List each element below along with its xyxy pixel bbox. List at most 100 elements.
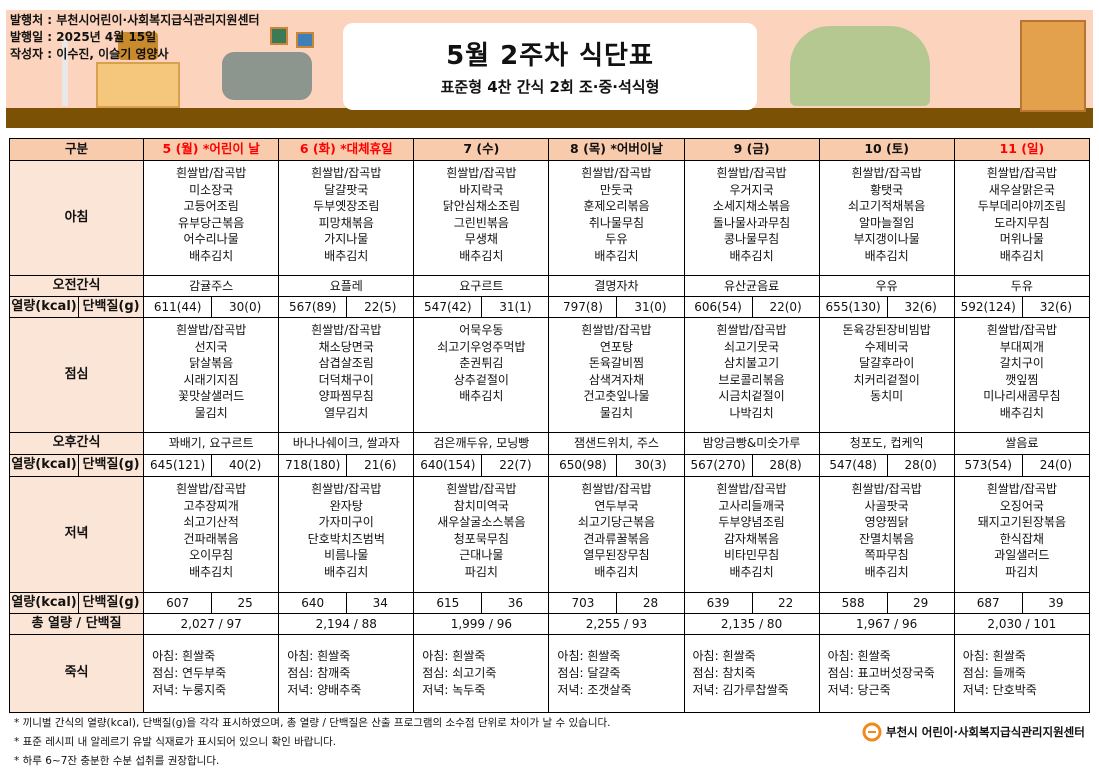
- pm_snack-cell: 바나나쉐이크, 쌀과자: [278, 432, 415, 455]
- row-label-dinner: 저녁: [8, 476, 145, 593]
- menu-item: 배추김치: [189, 248, 234, 263]
- notes: * 끼니별 간식의 열량(kcal), 단백질(g)을 각각 표시하였으며, 총…: [14, 714, 610, 771]
- pm_snack-cell: 잼샌드위치, 주스: [548, 432, 685, 455]
- table-row: 오후간식 꽈배기, 요구르트 바나나쉐이크, 쌀과자 검은깨두유, 모닝빵 잼샌드위치,…: [8, 432, 1091, 455]
- menu-item: 단호박치즈범벅: [307, 531, 385, 546]
- menu-item: 깻잎찜: [1005, 372, 1039, 387]
- dinner-menu: 흰쌀밥/잡곡밥 사골팟국 영양찜닭 잔멸치볶음 쪽파무침 배추김치: [818, 476, 955, 593]
- sofa-icon: [222, 52, 312, 100]
- menu-item: 취나물무침: [588, 215, 645, 230]
- protein-value: 22(5): [346, 296, 415, 318]
- menu-item: 흰쌀밥/잡곡밥: [986, 166, 1057, 180]
- menu-item: 황탯국: [870, 182, 904, 197]
- menu-item: 두유: [605, 232, 628, 246]
- menu-item: 흰쌀밥/잡곡밥: [716, 482, 787, 496]
- picture-frame-icon: [270, 27, 288, 45]
- menu-item: 흰쌀밥/잡곡밥: [311, 166, 382, 180]
- menu-item: 미소장국: [189, 182, 234, 197]
- menu-item: 갈치구이: [999, 356, 1044, 370]
- totals-cell: 2,027 / 97: [143, 613, 280, 635]
- menu-item: 흰쌀밥/잡곡밥: [311, 482, 382, 496]
- menu-item: 배추김치: [324, 564, 369, 579]
- protein-label: 단백질(g): [78, 296, 145, 318]
- dinner-menu: 흰쌀밥/잡곡밥 오징어국 돼지고기된장볶음 한식잡채 과일샐러드 파김치: [953, 476, 1091, 593]
- breakfast-menu: 흰쌀밥/잡곡밥 만둣국 훈제오리볶음 취나물무침 두유 배추김치: [548, 160, 685, 276]
- page-subtitle: 표준형 4찬 간식 2회 조·중·석식형: [440, 78, 660, 96]
- menu-item: 피망채볶음: [318, 215, 374, 230]
- menu-item: 삼색겨자채: [588, 372, 645, 387]
- pm_snack-cell: 쌀음료: [953, 432, 1091, 455]
- kcal-value: 606(54): [683, 296, 753, 318]
- menu-item: 가자미구이: [318, 515, 374, 529]
- cabinet-icon: [96, 62, 180, 108]
- pm_snack-cell: 밤앙금빵&미숫가루: [683, 432, 820, 455]
- menu-item: 흰쌀밥/잡곡밥: [176, 482, 247, 496]
- menu-item: 쇠고기적채볶음: [848, 199, 926, 213]
- menu-item: 알마늘절임: [859, 215, 915, 230]
- porridge-item: 아침: 흰쌀죽: [557, 649, 621, 663]
- menu-item: 견과류꿀볶음: [583, 531, 650, 546]
- protein-value: 28(0): [886, 454, 955, 477]
- am_snack-cell: 요구르트: [413, 275, 550, 297]
- menu-item: 사골팟국: [864, 498, 909, 513]
- menu-item: 무생채: [464, 232, 498, 246]
- porridge-item: 점심: 참깨죽: [287, 666, 351, 680]
- day-header: 7 (수): [413, 138, 550, 161]
- table-row: 열량(kcal) 단백질(g) 611(44) 30(0) 567(89) 22(5) 54…: [8, 296, 1091, 318]
- am_snack-cell: 유산균음료: [683, 275, 820, 297]
- menu-item: 비타민무침: [723, 548, 780, 562]
- menu-item: 파김치: [464, 564, 498, 579]
- protein-value: 21(6): [346, 454, 415, 477]
- menu-item: 돌나물사과무침: [712, 215, 791, 230]
- porridge-item: 점심: 쇠고기죽: [422, 666, 497, 680]
- day-header: 8 (목) *어버이날: [548, 138, 685, 161]
- menu-item: 상추겉절이: [453, 372, 509, 387]
- menu-item: 흰쌀밥/잡곡밥: [176, 323, 247, 337]
- menu-item: 흰쌀밥/잡곡밥: [446, 166, 517, 180]
- menu-item: 감자채볶음: [723, 531, 780, 546]
- menu-item: 건고춧잎나물: [583, 389, 650, 403]
- breakfast-menu: 흰쌀밥/잡곡밥 우거지국 소세지채소볶음 돌나물사과무침 콩나물무침 배추김치: [683, 160, 820, 276]
- menu-item: 배추김치: [594, 564, 639, 579]
- menu-item: 흰쌀밥/잡곡밥: [716, 323, 787, 337]
- menu-item: 시래기지짐: [183, 372, 239, 387]
- porridge-menu: 아침: 흰쌀죽 점심: 참깨죽 저녁: 양배추죽: [278, 634, 415, 713]
- menu-item: 미나리새콤무침: [983, 389, 1061, 403]
- kcal-value: 573(54): [953, 454, 1023, 477]
- table-row: 총 열량 / 단백질 2,027 / 97 2,194 / 88 1,999 / 96…: [8, 613, 1091, 635]
- menu-item: 소세지채소볶음: [712, 199, 791, 213]
- menu-item: 양파찜무침: [318, 389, 374, 403]
- menu-item: 돼지고기된장볶음: [977, 515, 1067, 529]
- menu-item: 가지나물: [324, 232, 369, 246]
- menu-item: 더덕채구이: [318, 372, 374, 387]
- menu-item: 근대나물: [459, 548, 504, 562]
- kcal-label: 열량(kcal): [8, 592, 80, 614]
- kcal-value: 650(98): [548, 454, 618, 477]
- kcal-value: 592(124): [953, 296, 1023, 318]
- table-row: 죽식 아침: 흰쌀죽 점심: 연두부죽 저녁: 누룽지죽 아침: 흰쌀죽 점심: 참깨죽 저…: [8, 634, 1091, 713]
- dinner-menu: 흰쌀밥/잡곡밥 참치미역국 새우살굴소스볶음 청포묵무침 근대나물 파김치: [413, 476, 550, 593]
- menu-item: 그린빈볶음: [453, 215, 509, 230]
- porridge-item: 저녁: 단호박죽: [962, 683, 1037, 697]
- menu-item: 어묵우동: [459, 323, 504, 337]
- totals-cell: 2,030 / 101: [953, 613, 1091, 635]
- menu-item: 열무된장무침: [583, 548, 650, 562]
- protein-value: 36: [481, 592, 550, 614]
- protein-value: 32(6): [886, 296, 955, 318]
- note: * 표준 레시피 내 알레르기 유발 식재료가 표시되어 있으니 확인 바랍니다…: [14, 736, 337, 748]
- menu-item: 달걀후라이: [859, 356, 915, 370]
- author: 작성자 : 이수진, 이슬기 영양사: [10, 47, 169, 61]
- menu-item: 배추김치: [459, 248, 504, 263]
- porridge-item: 아침: 흰쌀죽: [287, 649, 351, 663]
- menu-item: 영양찜닭: [864, 515, 909, 529]
- pm_snack-cell: 검은깨두유, 모닝빵: [413, 432, 550, 455]
- menu-item: 부대찌개: [999, 339, 1044, 354]
- menu-item: 배추김치: [864, 564, 909, 579]
- protein-label: 단백질(g): [78, 454, 145, 477]
- protein-value: 39: [1021, 592, 1091, 614]
- breakfast-menu: 흰쌀밥/잡곡밥 황탯국 쇠고기적채볶음 알마늘절임 부지갱이나물 배추김치: [818, 160, 955, 276]
- title-box: 5월 2주차 식단표 표준형 4찬 간식 2회 조·중·석식형: [343, 23, 757, 110]
- lunch-menu: 흰쌀밥/잡곡밥 쇠고기뭇국 삼치불고기 브로콜리볶음 시금치겉절이 나박김치: [683, 317, 820, 433]
- porridge-item: 아침: 흰쌀죽: [152, 649, 216, 663]
- menu-item: 흰쌀밥/잡곡밥: [581, 482, 652, 496]
